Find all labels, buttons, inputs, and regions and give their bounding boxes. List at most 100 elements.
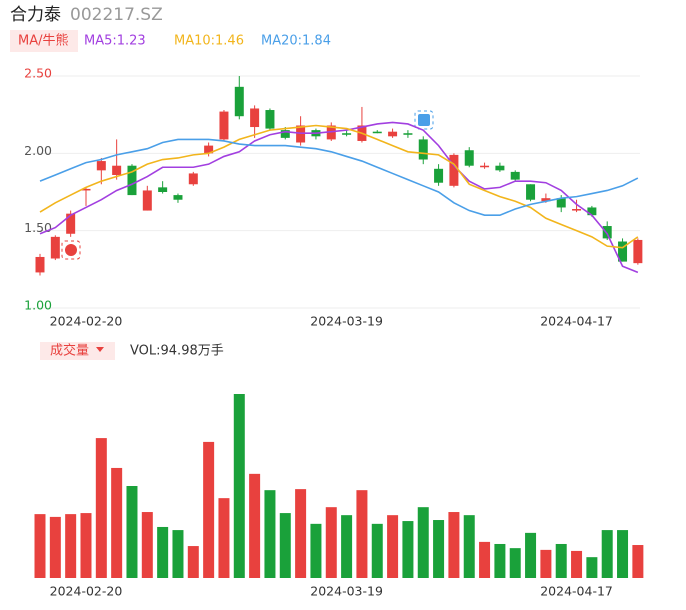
indicator-label[interactable]: MA/牛熊 [18,33,69,49]
volume-bar [525,532,537,578]
volume-bar [571,550,583,578]
candle-body [127,165,137,196]
candle-body [434,168,444,183]
candle-body [142,190,152,211]
volume-bar [34,514,46,578]
candle-body [449,154,459,186]
candle-body [480,165,490,168]
candle-body [526,184,536,200]
volume-bar [141,512,153,578]
legend-entry: MA5:1.23 [84,34,146,49]
candle-body [342,133,352,135]
volume-bar [448,512,460,578]
volume-indicator[interactable]: 成交量 [50,343,89,359]
candle-body [173,195,183,200]
ma-line [39,124,639,249]
candle-body [250,108,260,128]
volume-bar [601,530,613,578]
x-tick-label: 2024-02-20 [50,314,123,329]
volume-indicator-box[interactable] [40,342,115,360]
volume-bar [279,513,291,578]
candle-body [510,171,520,180]
ma-line [39,138,639,216]
candle-body [96,161,106,171]
volume-bar [632,545,644,578]
volume-bar [218,498,230,578]
volume-bar [402,521,414,578]
volume-bar [433,520,445,578]
volume-bar [233,394,245,578]
volume-bar [65,514,77,578]
stock-name: 合力泰 [10,5,61,25]
candle-body [50,236,60,259]
volume-bar [341,515,353,578]
candle-body [372,131,382,134]
candle-body [388,131,398,137]
candle-body [495,165,505,171]
volume-bar [203,441,215,578]
x-tick-label: 2024-04-17 [540,314,613,329]
candle-body [556,198,566,208]
volume-bar [479,541,491,578]
candle-body [602,226,612,239]
volume-bar [80,513,92,578]
volume-bar [187,546,199,578]
candle-body [219,111,229,140]
indicator-box[interactable] [10,30,78,52]
volume-bar [325,507,337,578]
y-tick-label: 2.00 [24,143,52,158]
volume-bar [555,543,567,578]
candle-body [158,187,168,192]
volume-bar [126,486,138,578]
volume-bar [617,530,629,578]
volume-title: VOL:94.98万手 [130,344,224,359]
candle-body [112,165,122,175]
legend-entry: MA20:1.84 [261,34,331,49]
volume-bar [111,467,123,578]
dropdown-arrow[interactable] [96,347,104,352]
volume-bar [295,489,307,578]
volume-bar [371,523,383,578]
volume-bar [356,490,368,578]
x-tick-label: 2024-04-17 [540,584,613,599]
candle-body [541,198,551,202]
x-tick-label: 2024-03-19 [310,584,383,599]
candle-body [587,207,597,216]
y-tick-label: 1.50 [24,220,52,235]
volume-bar [463,515,475,578]
volume-bar [264,490,276,578]
volume-bar [249,473,261,578]
volume-bar [310,523,322,578]
candle-body [464,150,474,166]
candle-body [66,213,76,234]
volume-bar [49,516,61,578]
x-tick-label: 2024-03-19 [310,314,383,329]
volume-bar [540,549,552,578]
volume-bar [172,530,184,578]
candle-body [188,173,198,185]
volume-bar [494,543,506,578]
candle-body [280,130,290,138]
marker-bull [61,240,81,260]
volume-bar [387,515,399,578]
candle-body [204,145,214,154]
candle-body [265,110,275,129]
candle-body [618,241,628,262]
x-tick-label: 2024-02-20 [50,584,123,599]
candle-body [633,239,643,264]
volume-bar [586,557,598,578]
y-tick-label: 2.50 [24,66,52,81]
stock-code: 002217.SZ [70,5,163,25]
ma-line [39,121,639,274]
volume-bar [509,548,521,578]
candle-body [403,133,413,135]
volume-bar [417,507,429,578]
candle-body [234,86,244,117]
candle-body [35,256,45,273]
candle-body [572,209,582,211]
volume-bar [95,438,107,578]
volume-bar [157,526,169,578]
candle-body [418,139,428,160]
